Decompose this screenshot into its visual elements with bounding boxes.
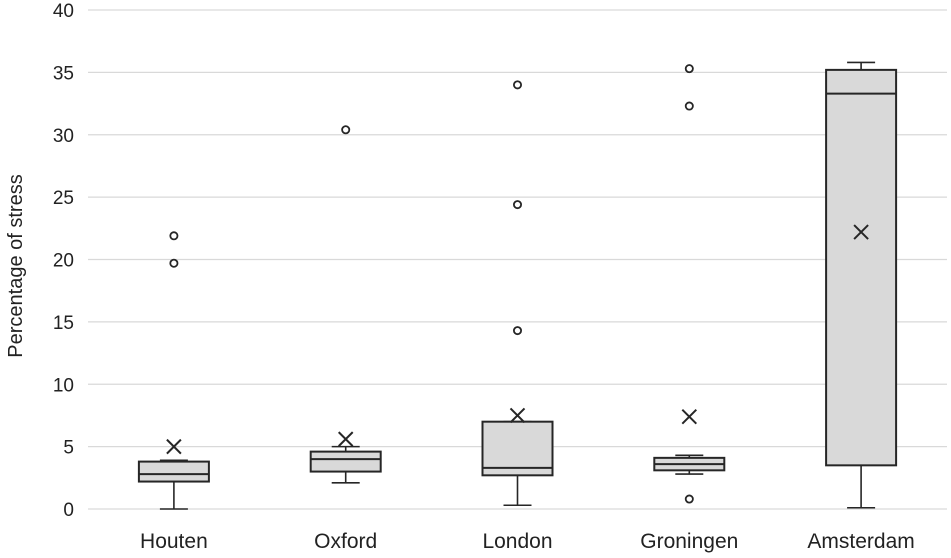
box-group-groningen [653,64,726,504]
box [137,460,210,483]
mean-marker [166,438,182,455]
mean-marker [853,224,869,240]
box [481,420,554,477]
x-category-label: London [482,530,552,553]
box-group-houten [137,231,210,510]
y-tick-label: 15 [53,313,74,334]
y-tick-label: 20 [53,251,74,272]
outlier-point [684,494,694,504]
outlier-point [169,258,179,268]
outlier-point [341,125,351,135]
outlier-point [684,101,694,111]
box-group-amsterdam [825,61,898,509]
y-tick-label: 0 [63,500,74,521]
boxes [137,61,898,510]
y-tick-label: 25 [53,188,74,209]
outlier-point [513,80,523,90]
outlier-point [513,200,523,210]
y-tick-label: 40 [53,1,74,22]
mean-marker [681,408,698,425]
mean-marker [337,431,354,447]
x-axis-categories: Houten Oxford London Groningen Amsterdam [140,530,915,553]
box-group-oxford [309,125,382,484]
box [309,450,382,473]
x-category-label: Amsterdam [807,530,914,553]
x-category-label: Groningen [640,530,738,553]
mean-marker [509,407,526,424]
outlier-point [684,64,694,74]
y-tick-label: 10 [53,375,74,396]
y-tick-label: 35 [53,63,74,84]
box [825,68,898,467]
gridlines [88,9,947,510]
x-category-label: Oxford [314,530,377,553]
y-axis-title: Percentage of stress [5,174,27,357]
x-category-label: Houten [140,530,208,553]
y-tick-label: 5 [63,438,74,459]
y-axis-ticks: 0 5 10 15 20 25 30 35 40 [53,1,74,521]
outlier-point [513,326,523,336]
y-tick-label: 30 [53,126,74,147]
outlier-point [169,231,179,241]
box-group-london [481,80,554,507]
